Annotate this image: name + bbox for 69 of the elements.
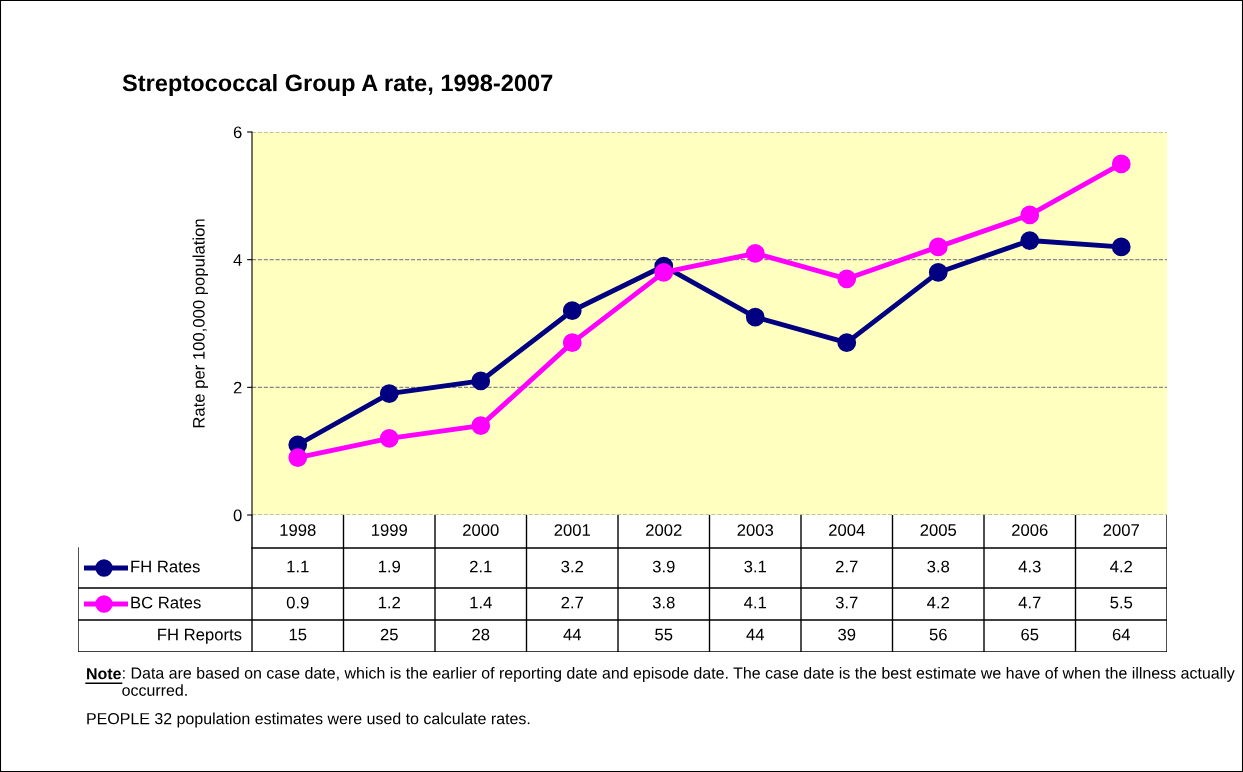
x-tick-label: 2003 xyxy=(737,524,774,536)
data-label: 4.7 xyxy=(1018,596,1041,609)
chart-title: Streptococcal Group A rate, 1998-2007 xyxy=(122,74,553,96)
point xyxy=(745,307,765,327)
x-tick-label: 2002 xyxy=(646,524,682,536)
data-label: 3.9 xyxy=(652,560,675,573)
data-label: 3.1 xyxy=(744,560,767,573)
point xyxy=(928,237,948,257)
text: 28 xyxy=(472,628,490,641)
data-label: 4.3 xyxy=(1018,560,1041,573)
point xyxy=(471,416,491,436)
y-tick-label: 0 xyxy=(233,509,242,522)
data-label: 1.9 xyxy=(378,560,401,573)
x-tick-label: 2007 xyxy=(1103,524,1139,536)
point xyxy=(379,384,399,404)
x-tick-label: 2006 xyxy=(1012,524,1048,536)
text: 65 xyxy=(1021,628,1039,641)
point xyxy=(562,333,582,353)
text: FH Reports xyxy=(158,628,242,644)
data-label: 2.7 xyxy=(836,560,858,573)
point xyxy=(1020,231,1040,250)
x-tick-label: 1998 xyxy=(280,524,316,536)
point xyxy=(562,301,582,321)
y-axis-title: Rate per 100,000 population xyxy=(192,219,209,428)
point xyxy=(379,429,399,448)
data-label: 3.8 xyxy=(652,596,675,609)
text: 39 xyxy=(838,628,856,641)
text: 15 xyxy=(289,628,307,641)
text: 44 xyxy=(746,628,765,641)
data-label: 4.2 xyxy=(1110,560,1132,573)
data-label: 4.1 xyxy=(744,596,767,609)
text: 56 xyxy=(929,628,947,641)
text: 64 xyxy=(1112,628,1131,641)
x-tick-label: 2000 xyxy=(463,524,499,536)
x-tick-label: 2001 xyxy=(554,524,590,536)
data-label: 1.2 xyxy=(378,596,400,609)
data-label: 1.1 xyxy=(287,560,309,573)
text: 44 xyxy=(563,628,582,641)
data-label: 4.2 xyxy=(927,596,949,609)
point xyxy=(745,243,765,263)
point xyxy=(1020,205,1040,225)
point xyxy=(1111,237,1131,257)
data-label: 0.9 xyxy=(286,596,309,609)
legend-label: FH Rates xyxy=(131,560,200,573)
x-tick-label: 2005 xyxy=(920,524,957,536)
y-tick-label: 2 xyxy=(233,381,242,394)
text: 55 xyxy=(655,628,673,641)
point xyxy=(288,448,308,467)
y-tick-label: 4 xyxy=(233,254,242,266)
point xyxy=(654,263,674,282)
point xyxy=(837,269,857,289)
text: Note: Data are based on case date, which is the earlier of reporting date and episode date. The case date is the best estimate we have of when the illness actually occurred. xyxy=(87,667,1235,696)
data-label: 3.2 xyxy=(561,560,583,573)
data-label: 2.1 xyxy=(470,560,492,573)
data-label: 5.5 xyxy=(1110,596,1133,609)
point xyxy=(471,371,491,391)
x-tick-label: 2004 xyxy=(829,524,865,536)
point xyxy=(837,333,857,353)
point xyxy=(1111,154,1131,174)
y-tick-label: 6 xyxy=(233,126,242,139)
data-label: 3.8 xyxy=(927,560,950,573)
text: PEOPLE 32 population estimates were used to calculate rates. xyxy=(87,712,530,728)
x-tick-label: 1999 xyxy=(371,524,407,536)
text: 25 xyxy=(380,628,398,641)
point xyxy=(928,263,948,282)
data-label: 2.7 xyxy=(561,596,583,609)
data-label: 1.4 xyxy=(470,596,492,609)
data-label: 3.7 xyxy=(835,596,858,609)
legend-label: BC Rates xyxy=(131,596,201,609)
